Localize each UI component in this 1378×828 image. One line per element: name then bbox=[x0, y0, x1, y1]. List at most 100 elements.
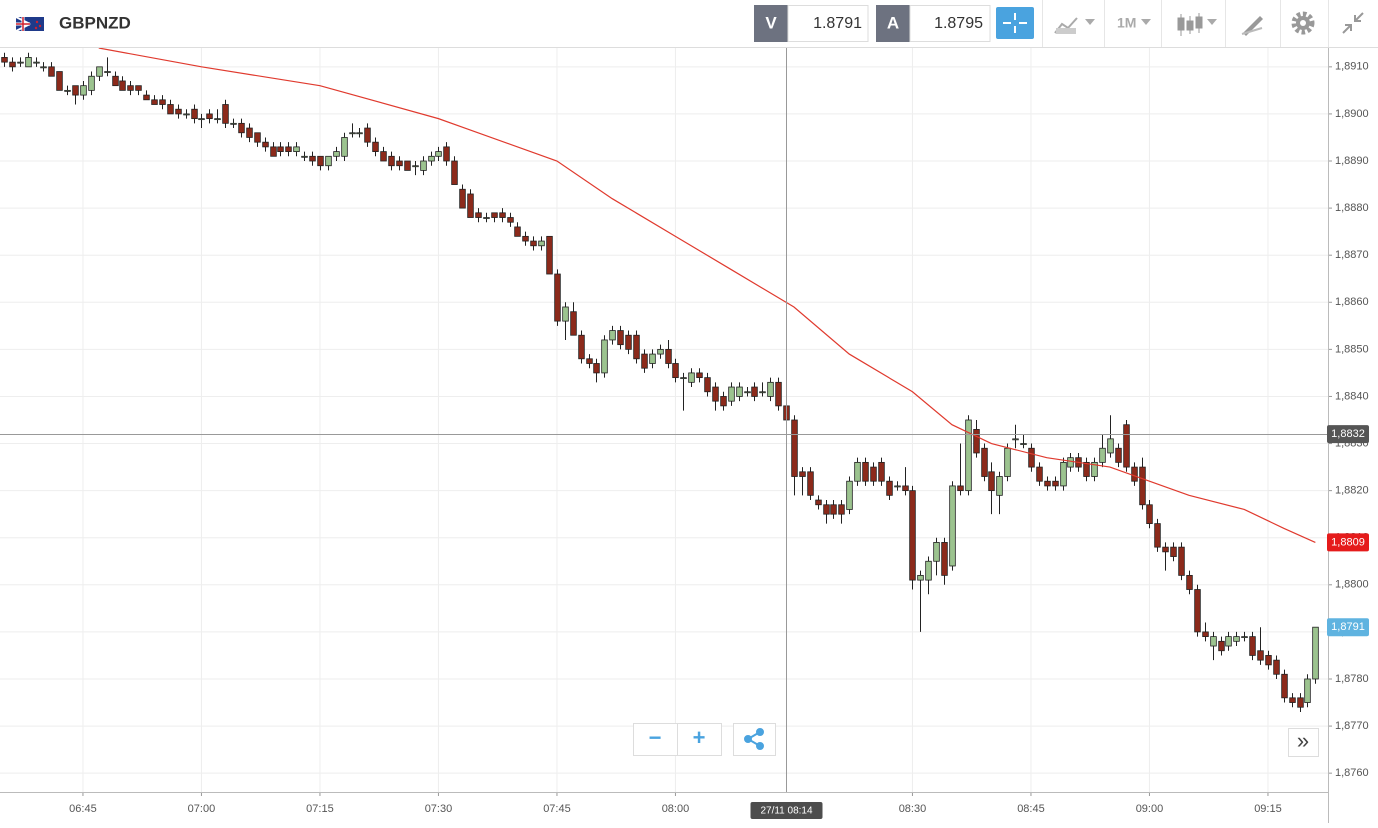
y-tick-label: 1,8770 bbox=[1335, 720, 1369, 732]
price-tag bbox=[1327, 533, 1369, 552]
candle-body bbox=[1297, 697, 1304, 708]
candle-body bbox=[633, 334, 640, 360]
price-tag bbox=[1327, 618, 1369, 637]
candle-body bbox=[672, 363, 679, 379]
candle-body bbox=[720, 396, 727, 407]
candle-body bbox=[704, 377, 711, 393]
price-label: 1,8791 bbox=[1331, 621, 1365, 633]
candle-body bbox=[862, 461, 869, 482]
candle-body bbox=[1020, 443, 1027, 445]
y-tick-label: 1,8850 bbox=[1335, 343, 1369, 355]
candle-body bbox=[688, 372, 695, 383]
candle-body bbox=[420, 160, 427, 171]
candle-body bbox=[1233, 636, 1240, 642]
x-tick-label: 08:00 bbox=[662, 803, 690, 815]
candle-body bbox=[680, 377, 687, 380]
candle-body bbox=[530, 240, 537, 247]
candle-body bbox=[1304, 678, 1311, 703]
candle-body bbox=[183, 113, 190, 116]
candle-body bbox=[775, 381, 782, 407]
candle-body bbox=[364, 127, 371, 143]
candle-body bbox=[996, 476, 1003, 496]
zoom-in[interactable]: + bbox=[693, 725, 706, 750]
candle-body bbox=[459, 188, 466, 209]
x-tick-label: 07:15 bbox=[306, 803, 334, 815]
settings-button[interactable] bbox=[1291, 11, 1315, 35]
candle-body bbox=[167, 104, 174, 115]
chart-type-button[interactable] bbox=[1054, 17, 1095, 34]
candle-body bbox=[222, 104, 229, 124]
x-tick-label: 06:45 bbox=[69, 803, 97, 815]
candle-body bbox=[522, 235, 529, 242]
candle-body bbox=[767, 381, 774, 397]
candle-body bbox=[981, 447, 988, 477]
candle-body bbox=[562, 306, 569, 322]
drawing-tool-button[interactable] bbox=[1241, 16, 1263, 36]
buy-price: 1.8795 bbox=[934, 15, 983, 32]
candle-body bbox=[317, 155, 324, 167]
candle-body bbox=[412, 165, 419, 168]
candle-body bbox=[878, 461, 885, 482]
timeframe[interactable]: 1M bbox=[1117, 15, 1136, 31]
candle-body bbox=[1170, 546, 1177, 557]
candle-body bbox=[1044, 480, 1051, 487]
candle-body bbox=[1312, 626, 1319, 680]
candle-body bbox=[356, 132, 363, 135]
share-button[interactable] bbox=[733, 723, 776, 756]
candle-body bbox=[372, 141, 379, 152]
crosshair-time-tag bbox=[750, 802, 823, 819]
candle-body bbox=[617, 330, 624, 346]
scroll-end-button[interactable] bbox=[1288, 728, 1319, 757]
candle-body bbox=[230, 122, 237, 125]
time-axis-panel bbox=[0, 792, 1328, 823]
candle-body bbox=[475, 212, 482, 218]
candle-body bbox=[159, 99, 166, 105]
zoom-out[interactable]: − bbox=[649, 725, 662, 750]
x-tick-label: 08:30 bbox=[899, 803, 927, 815]
candle-body bbox=[333, 151, 340, 157]
y-tick-label: 1,8780 bbox=[1335, 673, 1369, 685]
candle-body bbox=[451, 160, 458, 185]
candle-body bbox=[428, 155, 435, 162]
x-tick-label: 09:00 bbox=[1136, 803, 1164, 815]
moving-average-line bbox=[98, 48, 1316, 543]
buy-price-box bbox=[909, 5, 991, 42]
candle-body bbox=[325, 155, 332, 167]
candle-body bbox=[270, 146, 277, 157]
candle-body bbox=[578, 334, 585, 360]
zoom-controls: − + » bbox=[633, 723, 1319, 757]
candle-body bbox=[1202, 631, 1209, 638]
candle-body bbox=[80, 85, 87, 96]
candle-body bbox=[435, 151, 442, 157]
flag-icon bbox=[15, 16, 44, 32]
crosshair-price-label: 1,8832 bbox=[1331, 428, 1365, 440]
candle-body bbox=[119, 80, 126, 91]
candle-body bbox=[965, 419, 972, 492]
candle-body bbox=[886, 480, 893, 496]
candle-body bbox=[1091, 461, 1098, 477]
share-icon bbox=[744, 728, 764, 750]
candle-body bbox=[443, 146, 450, 162]
sell-label: V bbox=[765, 13, 777, 32]
collapse-button[interactable] bbox=[1342, 12, 1364, 34]
candle-body bbox=[1028, 447, 1035, 468]
candle-body bbox=[246, 127, 253, 138]
candle-body bbox=[96, 66, 103, 77]
candle-body bbox=[917, 574, 924, 581]
candle-style-button[interactable] bbox=[1177, 13, 1217, 36]
candle-body bbox=[902, 485, 909, 492]
candle-body bbox=[514, 226, 521, 237]
candle-body bbox=[933, 542, 940, 562]
crosshair-button[interactable] bbox=[996, 7, 1034, 39]
y-tick-label: 1,8820 bbox=[1335, 485, 1369, 497]
candle-body bbox=[957, 485, 964, 492]
sell-button[interactable] bbox=[754, 5, 788, 42]
y-tick-label: 1,8900 bbox=[1335, 108, 1369, 120]
candle-body bbox=[925, 560, 932, 581]
candle-body bbox=[64, 89, 71, 92]
buy-button[interactable] bbox=[876, 5, 910, 42]
candle-body bbox=[1052, 480, 1059, 487]
plot-area: 1,87601,87701,87801,87901,88001,88101,88… bbox=[0, 48, 1378, 823]
candle-body bbox=[238, 122, 245, 134]
